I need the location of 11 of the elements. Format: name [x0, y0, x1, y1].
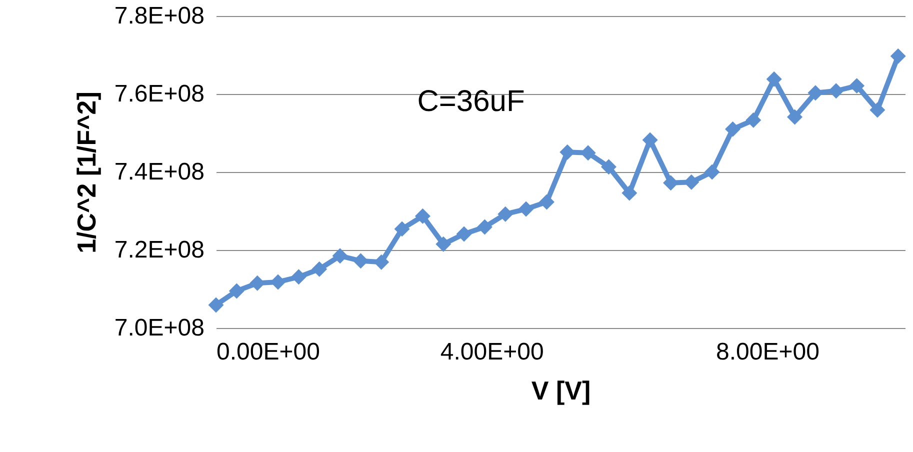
x-tick-label: 0.00E+00	[216, 338, 320, 366]
x-tick-label: 8.00E+00	[716, 338, 820, 366]
y-tick-label: 7.2E+08	[114, 236, 204, 264]
y-axis-title: 1/C^2 [1/F^2]	[71, 92, 102, 254]
x-tick-label: 4.00E+00	[440, 338, 544, 366]
annotation: C=36uF	[417, 85, 525, 118]
y-tick-label: 7.8E+08	[114, 2, 204, 30]
y-tick-label: 7.6E+08	[114, 80, 204, 108]
x-axis-title: V [V]	[531, 376, 591, 406]
y-tick-label: 7.4E+08	[114, 158, 204, 186]
y-tick-label: 7.0E+08	[114, 314, 204, 342]
